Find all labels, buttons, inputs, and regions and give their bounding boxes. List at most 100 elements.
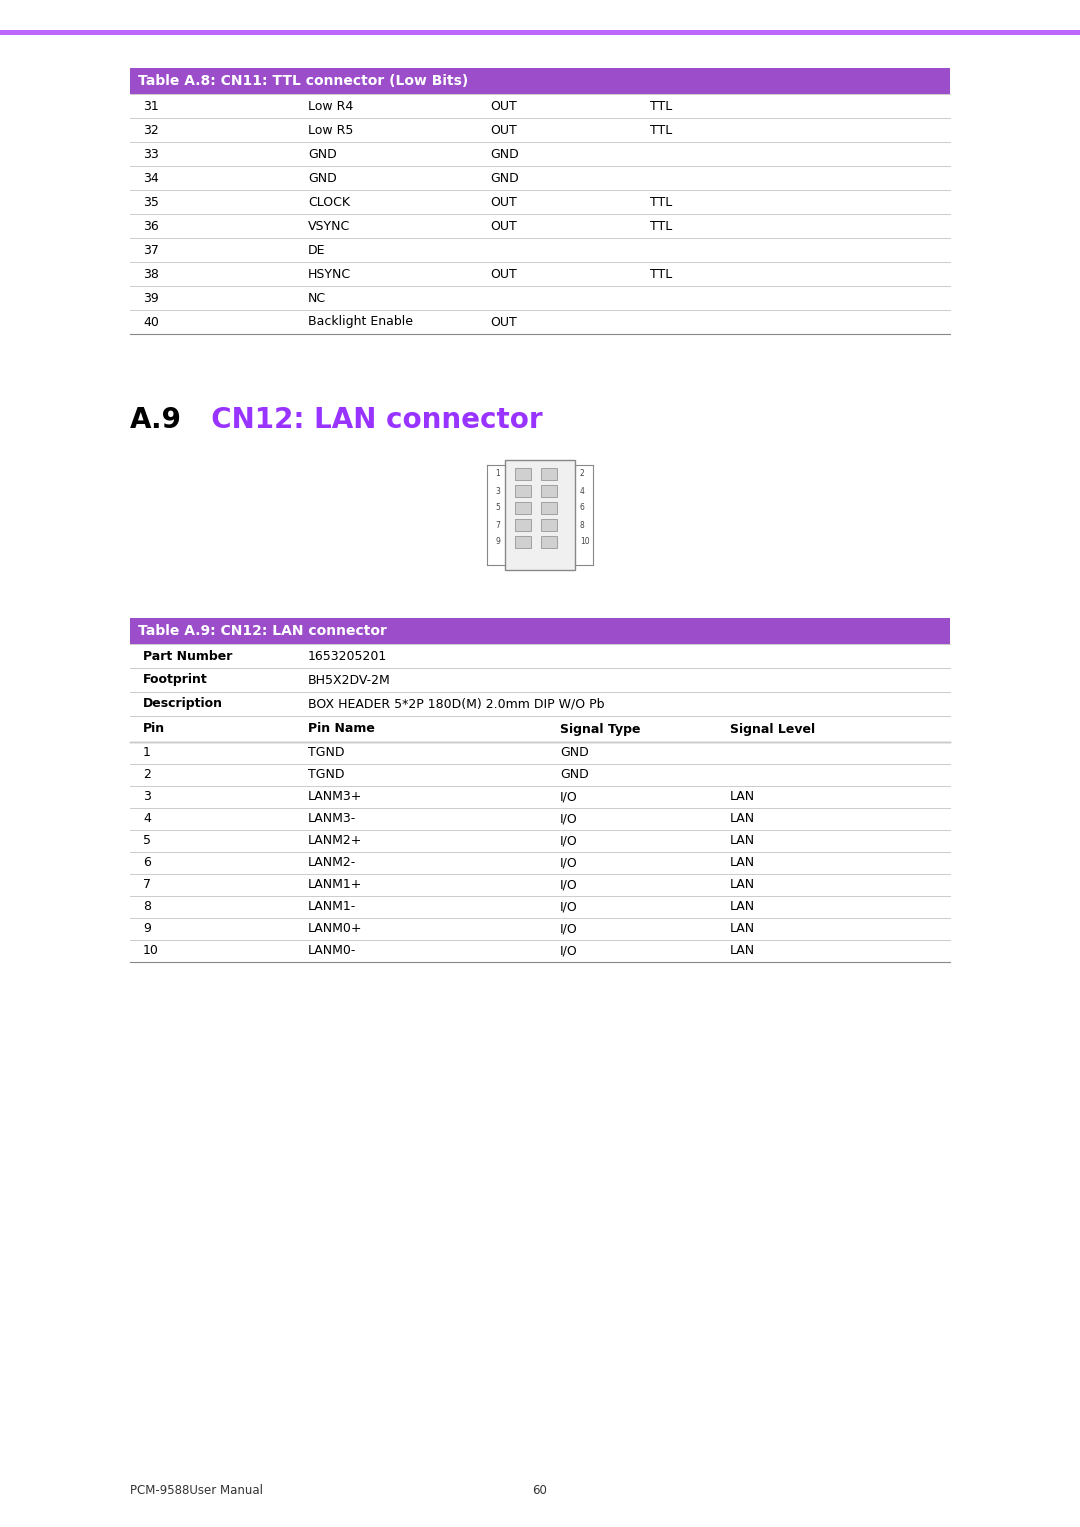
Text: 8: 8	[143, 901, 151, 913]
Bar	[541, 519, 557, 531]
Bar	[130, 189, 950, 214]
Text: Low R4: Low R4	[308, 99, 353, 113]
Text: 4: 4	[580, 487, 585, 495]
Text: LAN: LAN	[730, 901, 755, 913]
Bar	[130, 667, 950, 692]
Bar	[130, 310, 950, 334]
Text: TTL: TTL	[650, 195, 672, 209]
Bar	[515, 519, 531, 531]
Text: VSYNC: VSYNC	[308, 220, 350, 232]
Text: GND: GND	[490, 148, 518, 160]
Text: OUT: OUT	[490, 99, 516, 113]
Text: Part Number: Part Number	[143, 649, 232, 663]
Text: 1653205201: 1653205201	[308, 649, 388, 663]
Text: 2: 2	[143, 768, 151, 782]
Bar	[130, 716, 950, 742]
Bar	[130, 118, 950, 142]
Text: BH5X2DV-2M: BH5X2DV-2M	[308, 673, 391, 687]
Bar	[541, 467, 557, 479]
Bar	[541, 486, 557, 496]
Text: CN12: LAN connector: CN12: LAN connector	[192, 406, 542, 434]
Text: 5: 5	[143, 834, 151, 847]
Bar	[130, 618, 950, 644]
Bar	[130, 742, 950, 764]
Text: 7: 7	[143, 878, 151, 892]
Text: NC: NC	[308, 292, 326, 304]
Text: LAN: LAN	[730, 791, 755, 803]
Text: 8: 8	[580, 521, 584, 530]
Text: OUT: OUT	[490, 195, 516, 209]
Text: I/O: I/O	[561, 791, 578, 803]
Text: LANM0+: LANM0+	[308, 922, 363, 936]
Text: Low R5: Low R5	[308, 124, 353, 136]
Text: LANM3-: LANM3-	[308, 812, 356, 826]
Text: 37: 37	[143, 243, 159, 257]
Text: LAN: LAN	[730, 945, 755, 957]
Bar	[130, 95, 950, 118]
Text: LAN: LAN	[730, 834, 755, 847]
Text: LAN: LAN	[730, 878, 755, 892]
Text: 39: 39	[143, 292, 159, 304]
Text: 10: 10	[143, 945, 159, 957]
Text: LANM3+: LANM3+	[308, 791, 363, 803]
Text: 35: 35	[143, 195, 159, 209]
Bar	[130, 941, 950, 962]
Bar	[505, 460, 575, 570]
Text: 10: 10	[580, 538, 590, 547]
Text: HSYNC: HSYNC	[308, 267, 351, 281]
Text: I/O: I/O	[561, 901, 578, 913]
Bar	[130, 831, 950, 852]
Text: Description: Description	[143, 698, 222, 710]
Bar	[130, 286, 950, 310]
Text: 60: 60	[532, 1484, 548, 1496]
Bar	[515, 467, 531, 479]
Text: Table A.9: CN12: LAN connector: Table A.9: CN12: LAN connector	[138, 625, 387, 638]
Bar	[541, 536, 557, 548]
Bar	[130, 214, 950, 238]
Bar	[130, 808, 950, 831]
Text: CLOCK: CLOCK	[308, 195, 350, 209]
Text: 9: 9	[495, 538, 500, 547]
Text: GND: GND	[561, 768, 589, 782]
Text: Pin Name: Pin Name	[308, 722, 375, 736]
Text: I/O: I/O	[561, 878, 578, 892]
Text: DE: DE	[308, 243, 325, 257]
Text: OUT: OUT	[490, 220, 516, 232]
Text: GND: GND	[308, 171, 337, 185]
Text: GND: GND	[561, 747, 589, 759]
Text: 2: 2	[580, 469, 584, 478]
Text: LANM1+: LANM1+	[308, 878, 363, 892]
Bar	[515, 486, 531, 496]
Text: Table A.8: CN11: TTL connector (Low Bits): Table A.8: CN11: TTL connector (Low Bits…	[138, 73, 469, 89]
Text: Signal Type: Signal Type	[561, 722, 640, 736]
Bar	[130, 644, 950, 667]
Text: Pin: Pin	[143, 722, 165, 736]
Text: LAN: LAN	[730, 812, 755, 826]
Text: TTL: TTL	[650, 267, 672, 281]
Text: OUT: OUT	[490, 316, 516, 328]
Text: 38: 38	[143, 267, 159, 281]
Text: 6: 6	[580, 504, 585, 513]
Bar	[130, 166, 950, 189]
Text: A.9: A.9	[130, 406, 181, 434]
Text: LANM1-: LANM1-	[308, 901, 356, 913]
Bar	[130, 238, 950, 263]
Text: OUT: OUT	[490, 124, 516, 136]
Text: I/O: I/O	[561, 945, 578, 957]
Text: BOX HEADER 5*2P 180D(M) 2.0mm DIP W/O Pb: BOX HEADER 5*2P 180D(M) 2.0mm DIP W/O Pb	[308, 698, 605, 710]
Bar	[515, 502, 531, 515]
Text: 32: 32	[143, 124, 159, 136]
Bar	[130, 263, 950, 286]
Bar	[130, 786, 950, 808]
Bar	[130, 69, 950, 95]
Text: Backlight Enable: Backlight Enable	[308, 316, 413, 328]
Text: 36: 36	[143, 220, 159, 232]
Bar	[130, 692, 950, 716]
Text: TTL: TTL	[650, 220, 672, 232]
Text: I/O: I/O	[561, 922, 578, 936]
Text: 1: 1	[496, 469, 500, 478]
Text: 31: 31	[143, 99, 159, 113]
Text: TGND: TGND	[308, 768, 345, 782]
Text: 33: 33	[143, 148, 159, 160]
Bar	[130, 852, 950, 873]
